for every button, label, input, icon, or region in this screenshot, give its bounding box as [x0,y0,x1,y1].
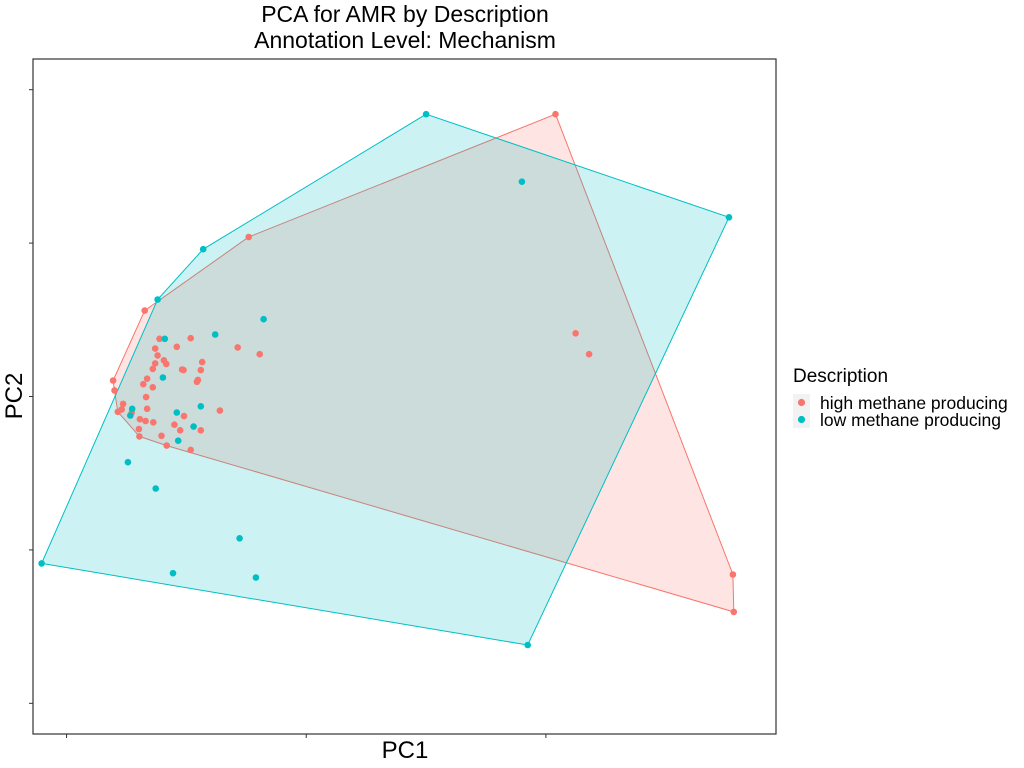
point-high-methane-producing [143,375,151,383]
point-high-methane-producing [160,357,168,364]
point-high-methane-producing [142,417,149,425]
point-high-methane-producing [109,377,117,384]
point-high-methane-producing [197,366,205,374]
point-high-methane-producing [143,405,151,413]
point-low-methane-producing [169,569,177,577]
point-high-methane-producing [197,427,205,434]
point-low-methane-producing [236,535,243,542]
point-high-methane-producing [149,384,157,391]
point-high-methane-producing [151,360,159,367]
axis-ticks [29,89,547,738]
point-high-methane-producing [245,233,252,241]
point-high-methane-producing [150,419,157,426]
point-high-methane-producing [180,366,187,374]
point-low-methane-producing [159,374,167,381]
hull-layer [40,113,735,646]
legend-item-low: low methane producing [793,410,1001,430]
point-high-methane-producing [256,350,264,358]
point-high-methane-producing [140,380,147,388]
point-low-methane-producing [199,245,207,253]
point-low-methane-producing [124,458,132,466]
point-high-methane-producing [142,393,150,401]
point-high-methane-producing [730,608,738,616]
point-high-methane-producing [193,378,201,386]
point-high-methane-producing [180,412,188,420]
point-high-methane-producing [158,432,165,440]
point-low-methane-producing [38,560,45,567]
legend: Description high methane producing low m… [793,366,1008,430]
chart-title: PCA for AMR by Description [261,1,549,27]
legend-title: Description [793,366,888,387]
point-high-methane-producing [156,335,163,343]
point-low-methane-producing [190,423,197,430]
point-low-methane-producing [161,335,169,343]
point-high-methane-producing [234,344,241,351]
point-high-methane-producing [163,442,170,449]
point-low-methane-producing [252,574,260,581]
point-high-methane-producing [173,343,181,351]
point-high-methane-producing [111,387,118,394]
legend-item-high: high methane producing [793,393,1008,413]
x-axis-label: PC1 [382,737,429,764]
point-low-methane-producing [173,409,181,416]
point-high-methane-producing [198,358,206,366]
legend-key-high [797,398,806,407]
point-high-methane-producing [572,330,579,337]
legend-label-low: low methane producing [820,410,1001,430]
point-high-methane-producing [585,350,593,358]
point-high-methane-producing [729,571,737,578]
point-high-methane-producing [149,365,157,373]
point-high-methane-producing [171,421,178,429]
legend-label-high: high methane producing [820,393,1008,413]
point-low-methane-producing [152,485,159,492]
point-low-methane-producing [422,110,430,118]
point-low-methane-producing [725,214,733,221]
point-low-methane-producing [127,412,134,419]
point-high-methane-producing [552,110,559,118]
point-high-methane-producing [176,427,184,434]
point-low-methane-producing [518,178,526,185]
point-low-methane-producing [174,437,182,445]
points-layer [38,110,738,649]
point-high-methane-producing [216,407,224,414]
point-high-methane-producing [141,307,148,314]
point-high-methane-producing [187,334,194,342]
point-low-methane-producing [154,296,161,303]
point-high-methane-producing [135,425,143,433]
point-high-methane-producing [187,446,194,454]
point-low-methane-producing [128,405,136,413]
point-low-methane-producing [211,331,219,338]
point-low-methane-producing [524,641,531,649]
point-high-methane-producing [136,415,144,423]
chart-subtitle: Annotation Level: Mechanism [254,27,556,53]
point-low-methane-producing [197,403,205,410]
legend-key-low [797,415,806,424]
point-high-methane-producing [118,406,125,413]
point-high-methane-producing [119,400,127,408]
y-axis-label: PC2 [1,373,28,420]
point-high-methane-producing [151,345,159,352]
point-low-methane-producing [260,315,267,323]
point-high-methane-producing [154,352,161,359]
point-high-methane-producing [136,433,143,440]
